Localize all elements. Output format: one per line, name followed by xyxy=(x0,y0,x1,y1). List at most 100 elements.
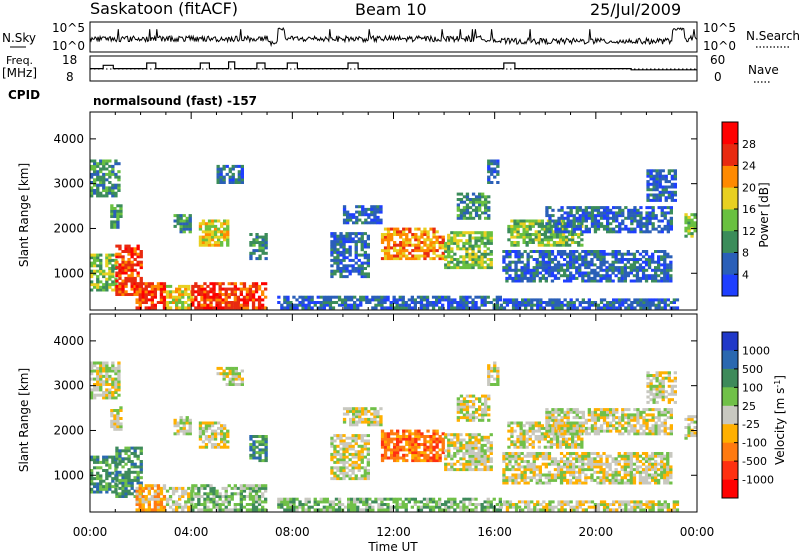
echo-cell xyxy=(474,206,479,210)
echo-cell xyxy=(624,298,628,302)
echo-cell xyxy=(261,443,265,446)
echo-cell xyxy=(422,497,427,501)
echo-cell xyxy=(345,471,349,475)
echo-cell xyxy=(390,451,394,455)
echo-cell xyxy=(606,227,610,231)
echo-cell xyxy=(90,393,94,397)
echo-cell xyxy=(584,279,588,283)
echo-cell xyxy=(465,266,469,270)
echo-cell xyxy=(471,446,475,450)
echo-cell xyxy=(398,497,402,501)
echo-cell xyxy=(203,282,207,286)
echo-cell xyxy=(201,445,206,449)
echo-cell xyxy=(386,230,391,234)
echo-cell xyxy=(569,252,573,256)
echo-cell xyxy=(658,174,662,178)
echo-cell xyxy=(377,303,381,307)
echo-cell xyxy=(563,250,567,253)
echo-cell xyxy=(298,503,302,506)
echo-cell xyxy=(239,293,243,296)
echo-cell xyxy=(462,241,466,245)
echo-cell xyxy=(212,495,216,498)
echo-cell xyxy=(359,497,363,501)
echo-cell xyxy=(462,462,466,466)
echo-cell xyxy=(116,217,120,221)
echo-cell xyxy=(402,429,406,433)
echo-cell xyxy=(669,255,673,259)
echo-cell xyxy=(468,239,472,243)
echo-cell xyxy=(432,432,436,436)
echo-cell xyxy=(507,224,511,228)
echo-cell xyxy=(599,224,604,228)
echo-cell xyxy=(93,159,97,163)
echo-cell xyxy=(420,432,424,436)
echo-cell xyxy=(228,383,232,386)
echo-cell xyxy=(660,250,664,253)
echo-cell xyxy=(212,306,216,310)
echo-cell xyxy=(572,222,576,226)
echo-cell xyxy=(480,241,484,245)
echo-cell xyxy=(670,169,674,173)
echo-cell xyxy=(138,282,142,286)
echo-cell xyxy=(105,460,109,464)
echo-cell xyxy=(355,412,359,416)
echo-cell xyxy=(450,236,454,240)
echo-cell xyxy=(206,492,210,496)
echo-cell xyxy=(568,243,572,247)
echo-cell xyxy=(627,216,631,220)
echo-cell xyxy=(471,203,476,207)
echo-cell xyxy=(690,224,694,227)
echo-cell xyxy=(465,231,469,235)
echo-cell xyxy=(459,211,464,215)
echo-cell xyxy=(368,497,372,501)
echo-cell xyxy=(201,426,206,430)
echo-cell xyxy=(663,276,667,280)
echo-cell xyxy=(538,260,542,264)
echo-cell xyxy=(342,264,346,268)
echo-cell xyxy=(393,249,397,253)
echo-cell xyxy=(663,211,667,215)
echo-cell xyxy=(213,233,218,236)
echo-cell xyxy=(547,266,552,270)
echo-cell xyxy=(468,497,472,501)
echo-cell xyxy=(516,230,520,234)
echo-cell xyxy=(510,233,514,236)
echo-cell xyxy=(354,450,358,454)
echo-cell xyxy=(569,222,573,226)
echo-cell xyxy=(230,486,234,490)
echo-cell xyxy=(204,426,209,430)
echo-cell xyxy=(654,216,658,220)
echo-cell xyxy=(534,222,538,226)
echo-cell xyxy=(105,283,109,287)
echo-cell xyxy=(130,470,134,474)
echo-cell xyxy=(561,241,566,244)
echo-cell xyxy=(632,260,637,264)
echo-cell xyxy=(669,222,673,226)
echo-cell xyxy=(254,489,259,493)
echo-cell xyxy=(108,186,112,190)
echo-cell xyxy=(646,196,650,200)
echo-cell xyxy=(219,372,223,376)
echo-cell xyxy=(185,224,189,228)
echo-cell xyxy=(489,266,493,270)
echo-cell xyxy=(127,260,131,264)
echo-cell xyxy=(230,287,234,291)
echo-cell xyxy=(468,441,472,445)
echo-cell xyxy=(639,306,643,310)
echo-cell xyxy=(336,237,340,241)
echo-cell xyxy=(602,268,606,272)
echo-cell xyxy=(342,253,346,257)
echo-cell xyxy=(649,193,653,197)
echo-cell xyxy=(673,193,677,197)
echo-cell xyxy=(644,276,649,280)
echo-cell xyxy=(96,369,100,373)
echo-cell xyxy=(115,478,119,482)
echo-cell xyxy=(566,500,570,504)
echo-cell xyxy=(207,235,212,239)
echo-cell xyxy=(348,463,352,467)
echo-cell xyxy=(249,443,253,446)
echo-cell xyxy=(255,445,259,449)
echo-cell xyxy=(655,177,659,181)
echo-cell xyxy=(481,402,485,406)
echo-cell xyxy=(251,293,256,296)
